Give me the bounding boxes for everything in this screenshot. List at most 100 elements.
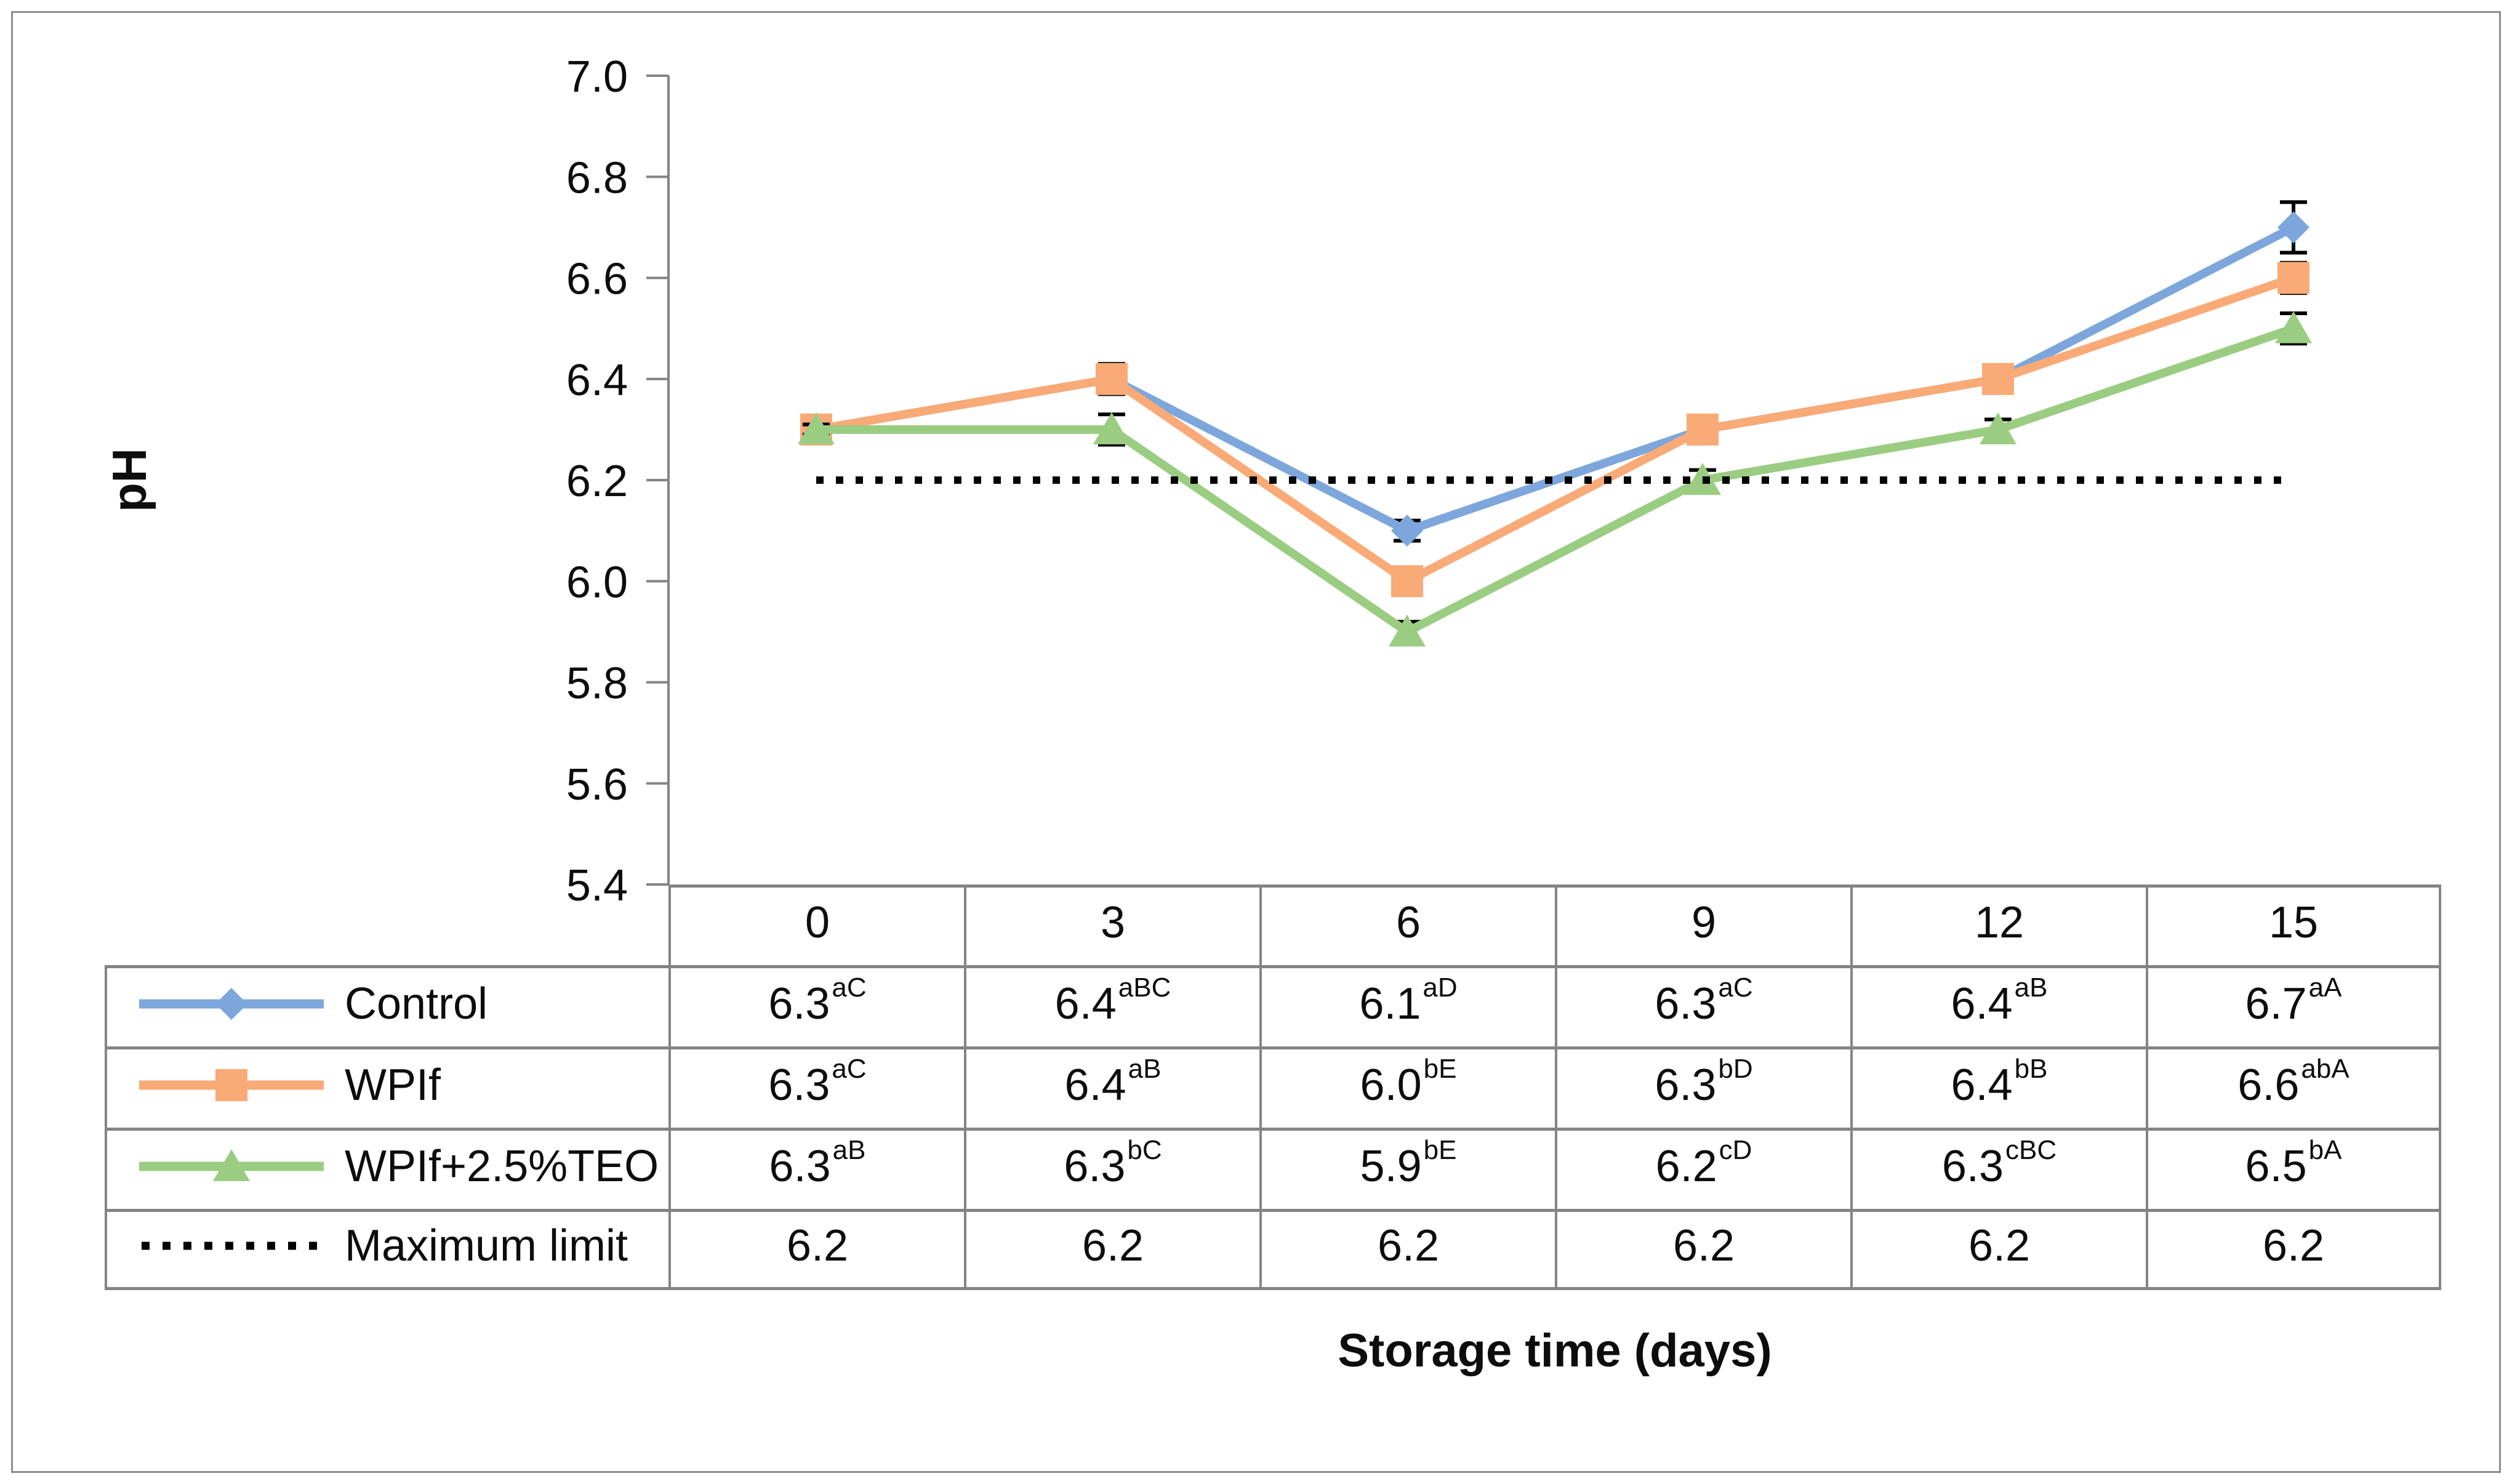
table-cell: 6.6 abA [2146,1046,2441,1128]
cell-value: 6.4 [1951,1060,2013,1110]
marker-square [215,1069,247,1101]
cell-value: 6.2 [1968,1221,2031,1270]
cell-value: 6.2 [1081,1221,1144,1270]
table-cell: 6.2 [1259,1209,1555,1290]
table-cell: 6.3 aC [668,1046,964,1128]
marker-diamond [2277,211,2309,244]
cell-value: 6.2 [2262,1221,2325,1270]
marker-square [1096,363,1128,395]
table-header-day: 9 [1555,884,1850,965]
y-tick-label: 5.6 [566,760,628,809]
cell-superscript: aB [1128,1053,1162,1084]
y-tick-label: 6.0 [566,558,628,607]
cell-superscript: aB [2014,972,2048,1003]
figure-border [11,11,2501,1473]
cell-superscript: cBC [2005,1134,2057,1165]
cell-superscript: bC [1127,1134,1162,1165]
table-cell: 6.2 [2146,1209,2441,1290]
legend-swatch-square [139,1069,324,1101]
legend-cell-maximum-limit: Maximum limit [105,1209,668,1290]
cell-value: 6.1 [1359,979,1421,1029]
table-cell: 6.4 aB [964,1046,1259,1128]
cell-superscript: aD [1423,972,1458,1003]
table-cell: 6.4 aBC [964,965,1259,1046]
cell-superscript: abA [2301,1053,2349,1084]
table-cell: 6.3 aC [1555,965,1850,1046]
series-line-control [815,223,2296,535]
legend-cell-wpif-2-5-teo: WPIf+2.5%TEO [105,1128,668,1209]
cell-superscript: bE [1423,1053,1457,1084]
marker-triangle [2275,311,2312,343]
table-cell: 6.2 [1850,1209,2146,1290]
series-line-wpif-2-5-teo [816,324,2295,636]
y-axis-title: pH [102,448,156,512]
legend-label: WPIf+2.5%TEO [345,1141,659,1191]
legend-cell-control: Control [105,965,668,1046]
legend-swatch-diamond [139,987,324,1020]
cell-value: 6.2 [1377,1221,1440,1270]
marker-square [1687,413,1719,446]
table-cell: 6.3 cBC [1850,1128,2146,1209]
table-cell: 6.3 aC [668,965,964,1046]
marker-square [2277,262,2309,294]
cell-superscript: bD [1718,1053,1753,1084]
cell-superscript: aC [1718,972,1753,1003]
cell-value: 6.3 [1941,1141,2004,1191]
marker-triangle [213,1149,250,1181]
cell-value: 6.2 [1655,1141,1717,1191]
marker-square [1982,363,2014,395]
table-cell: 6.3 bC [964,1128,1259,1209]
cell-value: 6.5 [2245,1141,2307,1191]
marker-diamond [1391,515,1423,547]
legend-swatch-none [142,1241,321,1250]
table-header-day: 15 [2146,884,2441,965]
cell-value: 6.4 [1064,1060,1126,1110]
cell-value: 5.9 [1360,1141,1422,1191]
table-corner-spacer [105,884,668,965]
y-tick-label: 6.4 [566,356,628,405]
cell-value: 6.3 [768,979,830,1029]
table-header-day: 3 [964,884,1259,965]
cell-value: 6.2 [786,1221,849,1270]
cell-superscript: bB [2014,1053,2048,1084]
y-tick-label: 6.8 [566,153,628,203]
y-tick-label: 6.2 [566,457,628,506]
cell-superscript: cD [1719,1134,1752,1165]
cell-value: 6.3 [769,1141,831,1191]
x-axis-title: Storage time (days) [1338,1325,1772,1377]
marker-triangle [798,412,835,444]
table-cell: 6.7 aA [2146,965,2441,1046]
cell-value: 6.3 [1655,979,1717,1029]
cell-superscript: bA [2308,1134,2342,1165]
table-cell: 6.4 aB [1850,965,2146,1046]
marker-diamond [215,987,247,1020]
legend-label: Control [345,979,488,1029]
table-cell: 6.2 cD [1555,1128,1850,1209]
table-cell: 5.9 bE [1259,1128,1555,1209]
y-tick-label: 7.0 [566,52,628,102]
cell-value: 6.4 [1951,979,2013,1029]
cell-superscript: aA [2308,972,2342,1003]
cell-value: 6.3 [1655,1060,1717,1110]
legend-label: WPIf [345,1060,441,1110]
cell-superscript: aBC [1118,972,1171,1003]
table-cell: 6.5 bA [2146,1128,2441,1209]
cell-superscript: aB [832,1134,866,1165]
table-cell: 6.2 [1555,1209,1850,1290]
legend-label: Maximum limit [345,1221,628,1270]
table-cell: 6.0 bE [1259,1046,1555,1128]
cell-value: 6.0 [1360,1060,1422,1110]
table-header-day: 6 [1259,884,1555,965]
table-cell: 6.3 bD [1555,1046,1850,1128]
data-table: 0 3 6 9 12 15 Control 6.3 aC 6.4 aBC 6.1 aD 6.3 aC 6.4 a… [105,884,2441,1290]
marker-square [1391,565,1423,598]
table-cell: 6.2 [668,1209,964,1290]
y-tick-label: 6.6 [566,255,628,304]
table-cell: 6.4 bB [1850,1046,2146,1128]
cell-value: 6.4 [1054,979,1117,1029]
cell-value: 6.2 [1672,1221,1735,1270]
cell-value: 6.6 [2237,1060,2300,1110]
legend-cell-wpif: WPIf [105,1046,668,1128]
